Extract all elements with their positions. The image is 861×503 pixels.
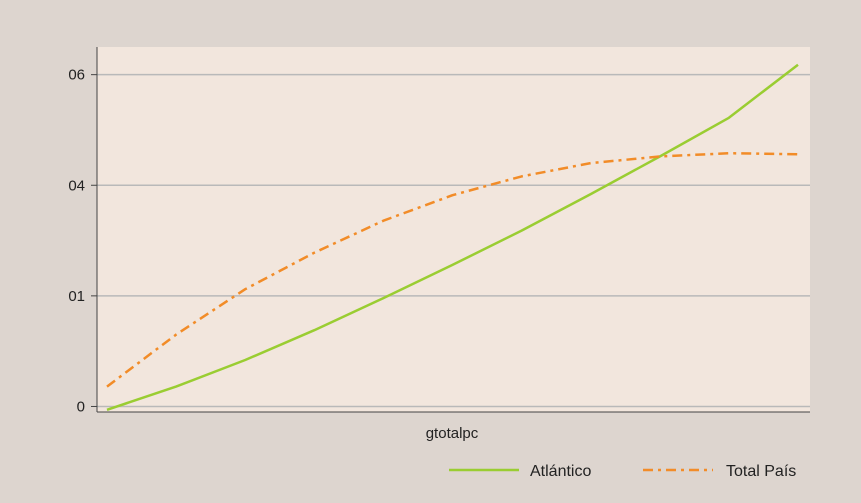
y-tick-label: 0 [77,398,85,415]
legend-label-0: Atlántico [530,463,591,480]
y-tick-label: 04 [68,177,85,194]
plot-area [97,47,810,412]
y-tick-label: 01 [68,288,85,305]
legend-label-1: Total País [726,463,796,480]
series-line-0 [106,63,799,411]
y-ticks: 0 01 04 06 [68,67,97,415]
y-tick-label: 06 [68,67,85,84]
gridlines [97,73,810,408]
series-line-1 [106,151,799,388]
series-layer [106,63,799,411]
x-axis-title: gtotalpc [426,425,479,442]
legend: Atlántico Total País [449,463,796,480]
